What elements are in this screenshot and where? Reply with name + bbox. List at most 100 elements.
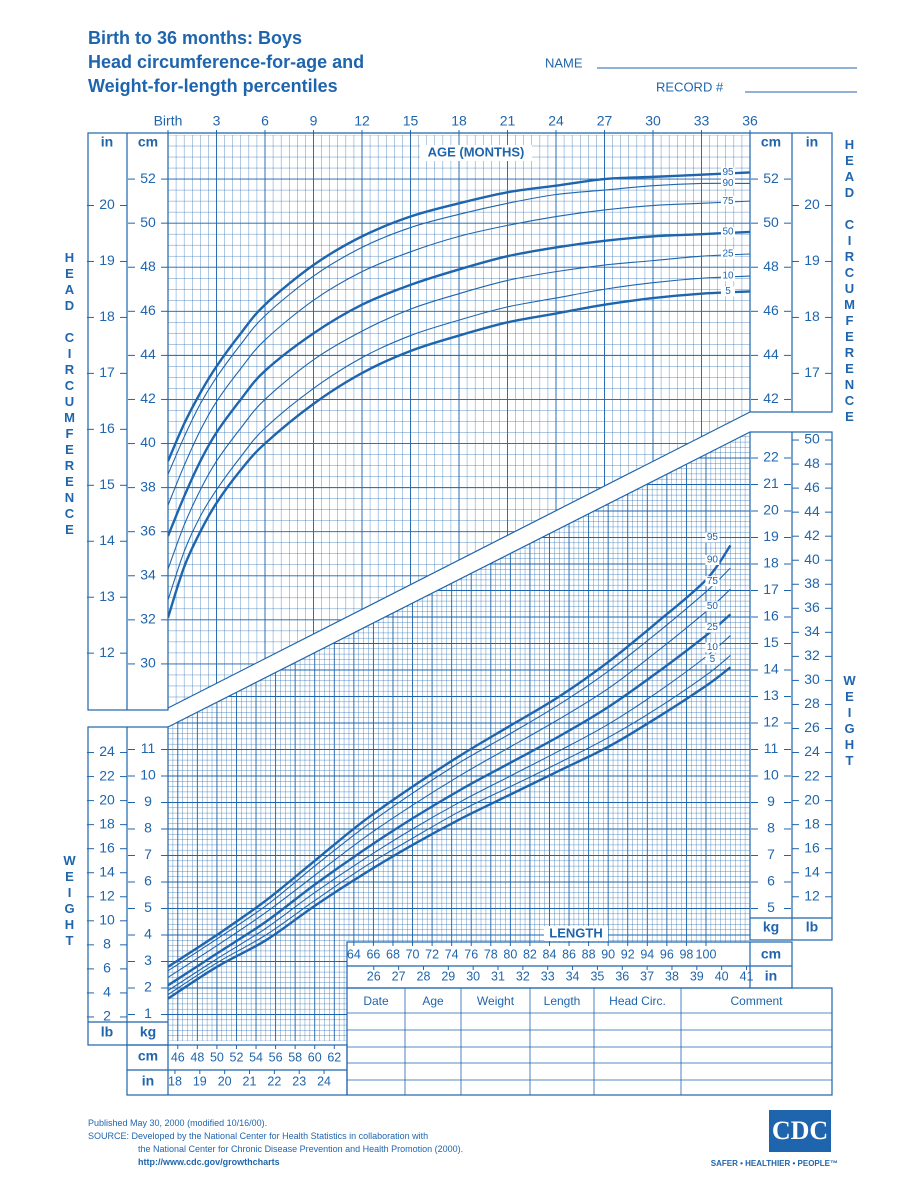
y2-tick-label: 18 [804,308,820,324]
unit-label: kg [763,919,779,935]
x-tick-label: 82 [523,947,537,961]
y-tick-label: 50 [763,214,779,230]
x-tick-label: 96 [660,947,674,961]
y2-tick-label: 18 [99,815,115,831]
x-tick-label: 56 [269,1050,283,1064]
x2-tick-label: 27 [392,969,406,983]
x2-tick-label: 19 [193,1074,207,1088]
x2-tick-label: 24 [317,1074,331,1088]
x2-tick-label: 35 [590,969,604,983]
y2-tick-label: 34 [804,623,820,639]
x2-tick-label: 18 [168,1074,182,1088]
y-tick-label: 30 [140,655,156,671]
x2-tick-label: 30 [466,969,480,983]
label-bg [705,642,720,653]
unit-label: in [101,134,113,150]
y-tick-label: 15 [763,634,779,650]
table-header: Head Circ. [609,994,666,1008]
y-tick-label: 8 [767,820,775,836]
x-tick-label: 30 [645,113,661,129]
y2-tick-label: 38 [804,575,820,591]
x-tick-label: 64 [347,947,361,961]
x-tick-label: 74 [445,947,459,961]
y-tick-label: 50 [140,214,156,230]
title-line: Weight-for-length percentiles [88,76,338,96]
y-tick-label: 16 [763,608,779,624]
percentile-line [168,588,731,978]
y-tick-label: 1 [144,1005,152,1021]
y-tick-label: 52 [763,170,779,186]
x-tick-label: 92 [621,947,635,961]
y-tick-label: 5 [767,899,775,915]
y-tick-label: 21 [763,475,779,491]
y2-tick-label: 20 [99,791,115,807]
y-tick-label: 6 [767,873,775,889]
y-tick-label: 20 [763,502,779,518]
y2-tick-label: 12 [804,887,820,903]
label-bg [420,145,532,161]
percentile-label: 95 [722,167,734,178]
label-bg [721,271,735,282]
y2-tick-label: 19 [804,252,820,268]
y-tick-label: 42 [763,390,779,406]
frame [87,132,169,711]
unit-label: cm [138,1048,158,1064]
x2-tick-label: 31 [491,969,505,983]
y-tick-label: 17 [763,581,779,597]
y2-tick-label: 44 [804,503,820,519]
y-tick-label: 22 [763,449,779,465]
percentile-line [168,544,732,968]
y2-tick-label: 50 [804,431,820,447]
x-axis-title: LENGTH [549,925,602,940]
x-tick-label: 21 [500,113,516,129]
x2-tick-label: 40 [715,969,729,983]
unit-label: lb [806,919,818,935]
table-header: Age [422,994,444,1008]
label-bg [705,554,720,565]
percentile-line [168,253,750,570]
side-label: HEAD CIRCUMFERENCE [62,250,77,538]
label-bg [721,226,735,237]
percentile-line [168,613,732,987]
title-line: Head circumference-for-age and [88,52,364,72]
y2-tick-label: 20 [804,791,820,807]
percentile-line [168,635,731,992]
percentile-label: 10 [722,271,734,282]
record-label: RECORD # [656,79,724,94]
x-tick-label: 6 [261,113,269,129]
y-tick-label: 9 [144,793,152,809]
frame [346,987,833,1096]
y2-tick-label: 17 [99,364,115,380]
x-tick-label: 76 [464,947,478,961]
label-bg [721,196,735,207]
y2-tick-label: 14 [99,532,115,548]
unit-label: in [765,968,777,984]
x-tick-label: 70 [406,947,420,961]
y-tick-label: 34 [140,566,156,582]
percentile-line [168,654,731,996]
y2-tick-label: 12 [99,887,115,903]
label-bg [705,654,720,665]
unit-label: lb [101,1024,113,1040]
x2-tick-label: 21 [243,1074,257,1088]
x-tick-label: 9 [310,113,318,129]
y-tick-label: 19 [763,528,779,544]
y2-tick-label: 24 [99,743,115,759]
y2-tick-label: 8 [103,936,111,952]
label-bg [721,286,735,297]
y-tick-label: 44 [140,346,156,362]
y2-tick-label: 22 [99,767,115,783]
percentile-label: 50 [707,601,719,612]
y2-tick-label: 14 [804,863,820,879]
y2-tick-label: 32 [804,647,820,663]
x2-tick-label: 23 [292,1074,306,1088]
percentile-label: 75 [722,196,734,207]
percentile-label: 75 [707,576,719,587]
x-tick-label: 100 [696,947,717,961]
logo-box [769,1110,831,1152]
label-bg [544,926,608,941]
x2-tick-label: 20 [218,1074,232,1088]
y2-tick-label: 16 [804,839,820,855]
